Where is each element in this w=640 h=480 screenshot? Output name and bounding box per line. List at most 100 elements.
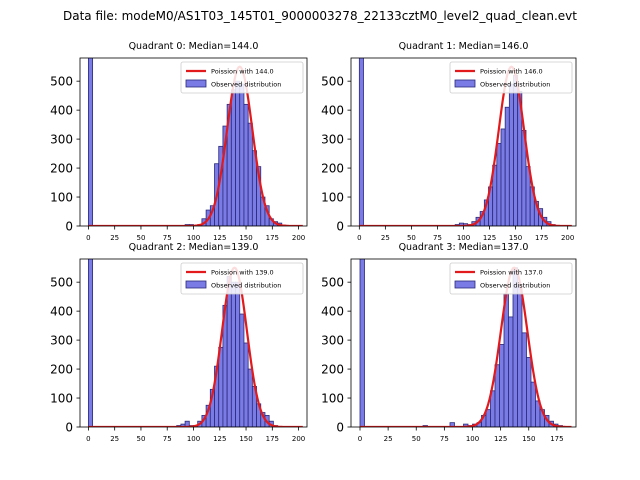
y-tick-label: 300 — [321, 133, 344, 147]
y-tick-label: 400 — [321, 305, 344, 319]
x-tick-label: 175 — [550, 435, 563, 443]
quadrant-1-chart: 0 25 50 75 100 125 150 175 200 0 100 200 300 400 500 Qu… — [321, 41, 577, 242]
y-tick-label: 100 — [321, 191, 344, 205]
y-tick-label: 0 — [336, 220, 344, 234]
histogram-bars — [358, 58, 556, 226]
legend-box — [180, 61, 304, 94]
histogram-bar — [226, 275, 232, 427]
legend-patch-swatch — [185, 79, 207, 88]
y-tick-label: 300 — [50, 334, 73, 348]
x-tick-label: 25 — [110, 234, 119, 242]
legend-line-label: Poission with 144.0 — [211, 68, 274, 76]
histogram-bar — [449, 422, 455, 427]
x-tick-label: 150 — [522, 435, 535, 443]
legend: Poission with 146.0 Observed distribution — [449, 61, 573, 94]
histogram-bar — [526, 357, 532, 427]
legend-patch-swatch — [185, 280, 207, 289]
poisson-curve — [88, 266, 303, 427]
histogram-bar — [521, 332, 527, 427]
histogram-bar — [504, 106, 510, 226]
x-tick-label: 50 — [136, 234, 145, 242]
legend: Poission with 139.0 Observed distribution — [180, 262, 304, 295]
legend-line-label: Poission with 137.0 — [480, 269, 543, 277]
y-tick-label: 200 — [50, 162, 73, 176]
legend-patch-label: Observed distribution — [480, 81, 550, 89]
x-tick-label: 200 — [292, 234, 305, 242]
x-tick-label: 125 — [483, 234, 496, 242]
y-tick-label: 400 — [321, 104, 344, 118]
histogram-bar — [503, 293, 509, 427]
x-tick-label: 25 — [381, 234, 390, 242]
x-tick-label: 50 — [407, 234, 416, 242]
histogram-bar — [247, 368, 253, 427]
x-tick-label: 200 — [292, 435, 305, 443]
x-tick-label: 50 — [412, 435, 421, 443]
histogram-bar — [184, 420, 190, 427]
histogram-bar — [247, 122, 253, 226]
y-tick-label: 500 — [50, 75, 73, 89]
histogram-bar — [508, 83, 514, 226]
legend-line-label: Poission with 146.0 — [480, 68, 543, 76]
x-tick-label: 25 — [384, 435, 393, 443]
x-tick-label: 150 — [239, 234, 252, 242]
x-tick-label: 125 — [213, 435, 226, 443]
histogram-bar — [359, 259, 365, 427]
histogram-bar — [517, 284, 523, 427]
x-tick-label: 0 — [358, 435, 362, 443]
histogram-bar — [243, 103, 249, 226]
x-tick-label: 0 — [86, 234, 90, 242]
x-tick-label: 150 — [239, 435, 252, 443]
legend-box — [449, 61, 573, 94]
axes-frame — [350, 258, 577, 428]
histogram-bar — [500, 128, 506, 226]
x-tick-label: 100 — [466, 435, 479, 443]
histogram-bar — [230, 89, 236, 226]
x-tick-label: 25 — [110, 435, 119, 443]
y-tick-label: 400 — [50, 104, 73, 118]
x-tick-label: 75 — [440, 435, 449, 443]
histogram-bar — [513, 74, 519, 226]
x-tick-label: 100 — [457, 234, 470, 242]
y-tick-label: 500 — [50, 276, 73, 290]
legend: Poission with 137.0 Observed distribution — [449, 262, 573, 295]
y-tick-label: 100 — [50, 392, 73, 406]
histogram-bar — [243, 342, 249, 427]
legend-patch-swatch — [454, 280, 476, 289]
y-tick-label: 200 — [321, 363, 344, 377]
y-tick-label: 500 — [321, 75, 344, 89]
legend-patch-swatch — [454, 79, 476, 88]
y-tick-label: 0 — [336, 421, 344, 435]
histogram-bar — [88, 259, 94, 427]
quadrant-title: Quadrant 1: Median=146.0 — [399, 41, 529, 52]
histogram-bar — [530, 381, 536, 427]
x-tick-label: 175 — [266, 234, 279, 242]
histogram-bar — [239, 313, 245, 427]
x-tick-label: 100 — [187, 234, 200, 242]
legend-line-label: Poission with 139.0 — [211, 269, 274, 277]
quadrant-title: Quadrant 0: Median=144.0 — [129, 41, 259, 52]
x-tick-label: 125 — [213, 234, 226, 242]
x-tick-label: 100 — [187, 435, 200, 443]
histogram-bar — [235, 80, 241, 226]
x-tick-label: 0 — [86, 435, 90, 443]
x-tick-label: 50 — [136, 435, 145, 443]
x-tick-label: 200 — [561, 234, 574, 242]
y-tick-label: 100 — [50, 191, 73, 205]
x-tick-label: 0 — [357, 234, 361, 242]
legend-box — [180, 262, 304, 295]
x-tick-label: 75 — [163, 234, 172, 242]
histogram-bar — [239, 83, 245, 226]
histogram-bar — [235, 281, 241, 427]
histogram-bar — [485, 409, 491, 427]
histogram-bar — [499, 344, 505, 427]
x-tick-label: 150 — [509, 234, 522, 242]
quadrant-0-chart: 0 25 50 75 100 125 150 175 200 0 100 200 300 400 500 Qu… — [50, 41, 308, 242]
x-tick-label: 175 — [535, 234, 548, 242]
histogram-bars — [88, 58, 287, 226]
quadrant-3-chart: 0 25 50 75 100 125 150 175 0 100 200 300 400 500 Quadr… — [321, 242, 577, 443]
y-tick-label: 100 — [321, 392, 344, 406]
y-tick-label: 0 — [65, 421, 73, 435]
x-tick-label: 125 — [494, 435, 507, 443]
quadrant-2-chart: 0 25 50 75 100 125 150 175 200 0 100 200 300 400 500 Qu… — [50, 242, 308, 443]
y-tick-label: 200 — [321, 162, 344, 176]
